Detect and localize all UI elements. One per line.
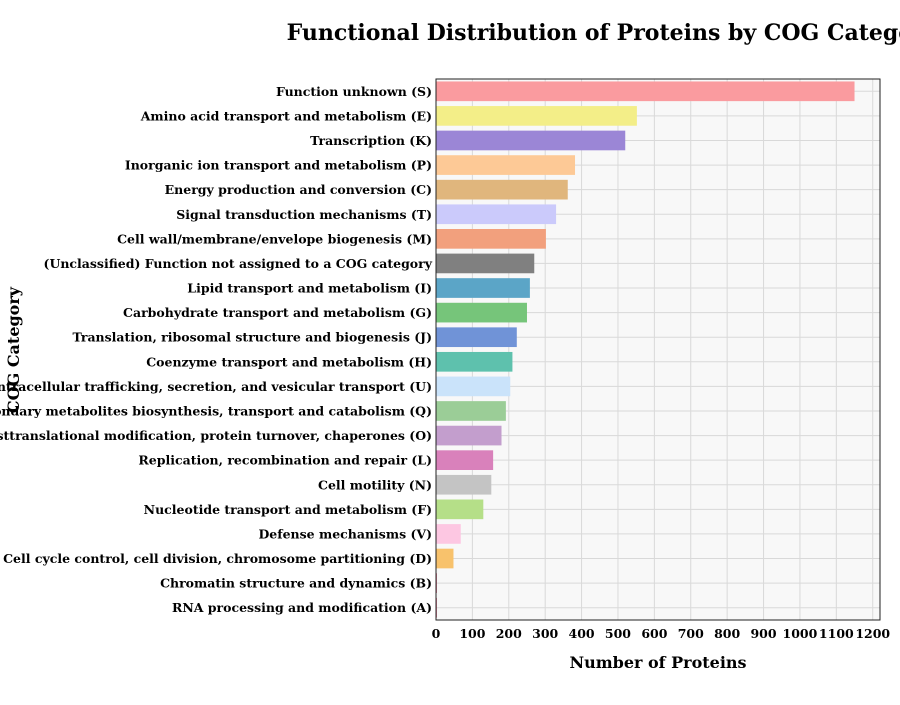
bar xyxy=(436,548,454,569)
category-label: Energy production and conversion (C) xyxy=(165,182,432,197)
category-label: Cell wall/membrane/envelope biogenesis (… xyxy=(117,231,432,246)
category-label: Inorganic ion transport and metabolism (… xyxy=(125,158,432,173)
bar xyxy=(436,376,511,397)
x-tick-label: 200 xyxy=(496,626,522,641)
x-tick-label: 700 xyxy=(678,626,704,641)
bar xyxy=(436,81,855,102)
x-tick-label: 1100 xyxy=(819,626,854,641)
x-tick-label: 500 xyxy=(605,626,631,641)
x-tick-label: 100 xyxy=(459,626,485,641)
category-label: Transcription (K) xyxy=(310,133,432,148)
bar xyxy=(436,401,506,421)
bar xyxy=(436,351,513,372)
bar xyxy=(436,253,535,274)
x-tick-label: 300 xyxy=(532,626,558,641)
bar xyxy=(436,327,517,348)
y-axis-title: COG Category xyxy=(4,286,23,413)
plot-frame xyxy=(435,78,881,621)
category-label: Signal transduction mechanisms (T) xyxy=(176,207,432,222)
category-label: Translation, ribosomal structure and bio… xyxy=(72,330,432,345)
bar xyxy=(436,499,484,520)
bar xyxy=(436,425,502,446)
category-label: Defense mechanisms (V) xyxy=(258,526,432,541)
category-label: Cell cycle control, cell division, chrom… xyxy=(3,551,432,566)
bar xyxy=(436,450,494,470)
category-label: Nucleotide transport and metabolism (F) xyxy=(144,502,432,517)
bar xyxy=(436,106,637,126)
bar xyxy=(436,155,576,175)
chart-title: Functional Distribution of Proteins by C… xyxy=(287,20,900,46)
category-label: Function unknown (S) xyxy=(276,84,432,99)
category-label: Chromatin structure and dynamics (B) xyxy=(160,576,432,591)
category-label: Amino acid transport and metabolism (E) xyxy=(140,108,432,123)
bar xyxy=(436,179,568,200)
x-tick-label: 1200 xyxy=(855,626,890,641)
x-tick-label: 600 xyxy=(641,626,667,641)
x-tick-label: 800 xyxy=(714,626,740,641)
bar xyxy=(436,229,546,249)
bar xyxy=(436,130,626,151)
x-tick-label: 1000 xyxy=(783,626,818,641)
category-label: Replication, recombination and repair (L… xyxy=(138,453,432,468)
category-label: RNA processing and modification (A) xyxy=(172,600,432,615)
category-label: Cell motility (N) xyxy=(318,477,432,492)
category-labels: Function unknown (S) Amino acid transport… xyxy=(0,84,433,615)
bar xyxy=(436,302,527,323)
x-tick-labels: 0 100 200 300 400 500 600 700 800 900 1000 1100 1200 xyxy=(432,626,891,641)
bar xyxy=(436,204,557,225)
bars xyxy=(436,81,855,618)
category-label: Secondary metabolites biosynthesis, tran… xyxy=(0,403,432,418)
category-label: (Unclassified) Function not assigned to … xyxy=(44,256,433,271)
category-label: Posttranslational modification, protein … xyxy=(0,428,432,443)
x-tick-label: 400 xyxy=(569,626,595,641)
category-label: Carbohydrate transport and metabolism (G… xyxy=(123,305,432,320)
bar xyxy=(436,474,492,495)
x-tick-label: 900 xyxy=(750,626,776,641)
x-tick-label: 0 xyxy=(432,626,441,641)
category-label: Intracellular trafficking, secretion, an… xyxy=(0,379,432,394)
category-label: Coenzyme transport and metabolism (H) xyxy=(146,354,432,369)
x-axis-title: Number of Proteins xyxy=(569,653,746,672)
bar xyxy=(436,524,461,544)
bar xyxy=(436,278,530,298)
category-label: Lipid transport and metabolism (I) xyxy=(187,281,432,296)
